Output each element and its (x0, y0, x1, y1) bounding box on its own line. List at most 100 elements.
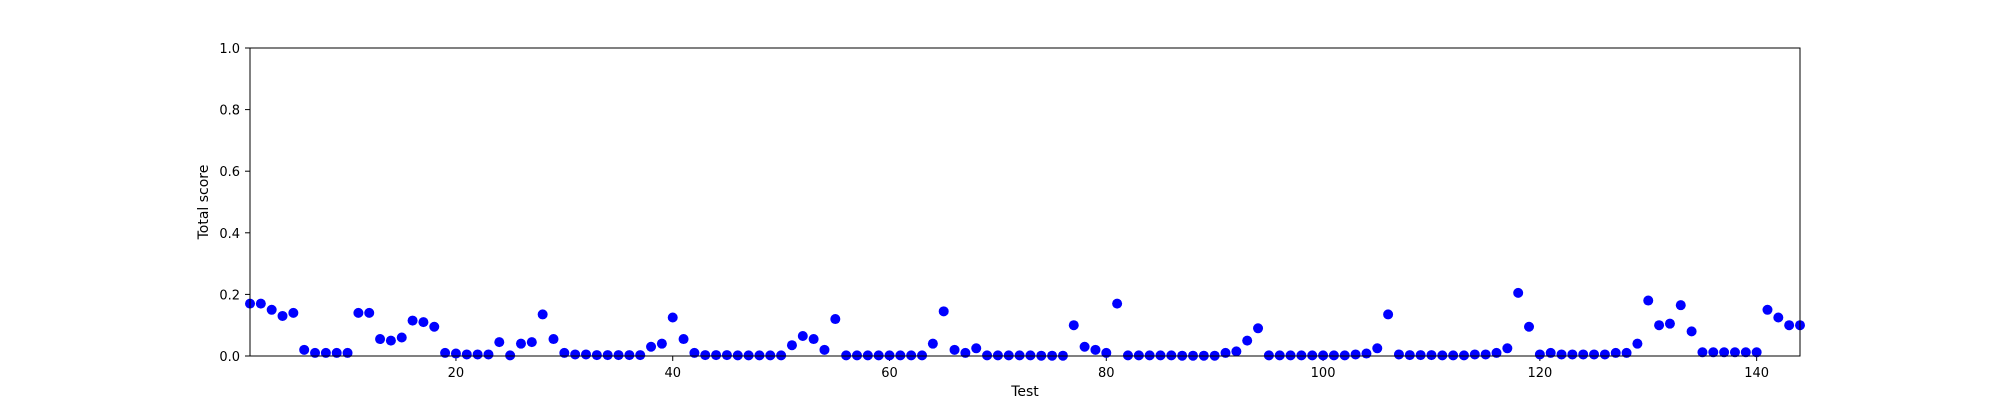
data-point (396, 332, 407, 343)
x-tick-label: 40 (664, 366, 681, 381)
data-point (1328, 350, 1339, 361)
data-point (1101, 347, 1112, 358)
data-point (1426, 350, 1437, 361)
data-point (515, 338, 526, 349)
data-point (1480, 349, 1491, 360)
data-points (245, 287, 1805, 361)
axis-ticks: 20 40 60 80 100 120 140 0.0 0.2 0.4 0.6 0.8 1.0 (219, 42, 1769, 381)
data-point (873, 350, 884, 361)
x-tick-label: 20 (448, 366, 465, 381)
data-point (1383, 309, 1394, 320)
data-point (375, 334, 386, 345)
data-point (602, 350, 613, 361)
data-point (1599, 349, 1610, 360)
data-point (1339, 350, 1350, 361)
data-point (732, 350, 743, 361)
data-point (743, 350, 754, 361)
data-point (310, 347, 321, 358)
data-point (1220, 347, 1231, 358)
x-tick-label: 140 (1744, 366, 1769, 381)
data-point (819, 344, 830, 355)
data-point (895, 350, 906, 361)
data-point (841, 350, 852, 361)
data-point (537, 309, 548, 320)
data-point (1534, 349, 1545, 360)
data-point (678, 334, 689, 345)
data-point (255, 298, 266, 309)
data-point (1318, 350, 1329, 361)
data-point (1404, 350, 1415, 361)
data-point (1393, 349, 1404, 360)
data-point (949, 344, 960, 355)
data-point (1491, 347, 1502, 358)
data-point (429, 321, 440, 332)
data-point (266, 304, 277, 315)
data-point (559, 347, 570, 358)
data-point (765, 350, 776, 361)
data-point (721, 350, 732, 361)
data-point (1003, 350, 1014, 361)
data-point (700, 350, 711, 361)
data-point (1133, 350, 1144, 361)
data-point (342, 347, 353, 358)
x-tick-label: 120 (1527, 366, 1552, 381)
data-point (1155, 350, 1166, 361)
data-point (1307, 350, 1318, 361)
data-point (982, 350, 993, 361)
data-point (1664, 318, 1675, 329)
data-point (938, 306, 949, 317)
data-point (1740, 347, 1751, 358)
data-point (862, 350, 873, 361)
data-point (1686, 326, 1697, 337)
y-tick-label: 0.8 (219, 104, 240, 119)
data-point (1708, 347, 1719, 358)
data-point (1242, 335, 1253, 346)
data-point (624, 350, 635, 361)
data-point (1372, 343, 1383, 354)
data-point (1545, 347, 1556, 358)
data-point (971, 343, 982, 354)
data-point (494, 337, 505, 348)
data-point (851, 350, 862, 361)
data-point (1448, 350, 1459, 361)
data-point (635, 350, 646, 361)
data-point (440, 347, 451, 358)
data-point (646, 341, 657, 352)
data-point (613, 350, 624, 361)
data-point (320, 347, 331, 358)
data-point (1437, 350, 1448, 361)
y-axis-title: Total score (196, 165, 212, 241)
data-point (450, 348, 461, 359)
y-tick-label: 0.2 (219, 288, 240, 303)
data-point (385, 335, 396, 346)
data-point (1751, 347, 1762, 358)
data-point (1502, 343, 1513, 354)
data-point (1014, 350, 1025, 361)
data-point (1415, 350, 1426, 361)
data-point (689, 347, 700, 358)
data-point (1296, 350, 1307, 361)
data-point (786, 340, 797, 351)
y-tick-label: 0.4 (219, 227, 240, 242)
data-point (656, 338, 667, 349)
x-tick-label: 80 (1098, 366, 1115, 381)
data-point (1719, 347, 1730, 358)
data-point (1762, 304, 1773, 315)
data-point (472, 349, 483, 360)
data-point (461, 349, 472, 360)
data-point (331, 347, 342, 358)
data-point (1458, 350, 1469, 361)
data-point (364, 307, 375, 318)
data-point (1632, 338, 1643, 349)
data-point (1621, 347, 1632, 358)
data-point (418, 317, 429, 328)
data-point (277, 310, 288, 321)
data-point (1513, 287, 1524, 298)
data-point (927, 338, 938, 349)
data-point (776, 350, 787, 361)
data-point (1350, 349, 1361, 360)
data-point (1263, 350, 1274, 361)
x-tick-label: 60 (881, 366, 898, 381)
